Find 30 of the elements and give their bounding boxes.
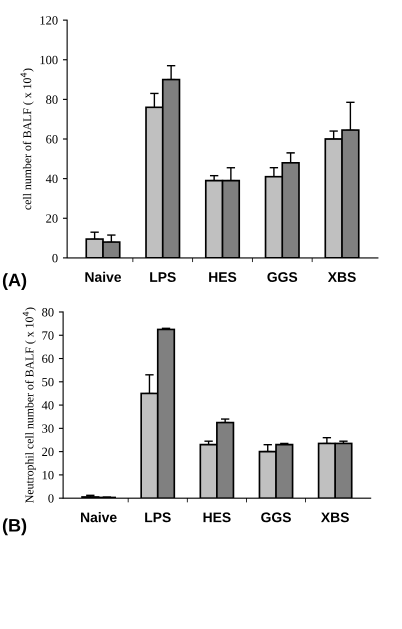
y-tick-label: 0	[48, 494, 54, 503]
x-tick-label: HES	[209, 272, 236, 282]
y-tick-label: 80	[46, 95, 58, 104]
y-tick-label: 120	[40, 16, 58, 25]
y-tick-label: 80	[42, 308, 54, 316]
y-tick-label: 40	[46, 174, 58, 184]
y-axis-title: cell number of BALF ( x 10$^{4}$)	[20, 68, 34, 210]
y-tick-label: 20	[46, 214, 58, 223]
y-axis-title: Neutrophil cell number of BALF ( x 10$^{4}$)	[22, 308, 36, 503]
x-tick-label: XBS	[328, 272, 356, 282]
text: (A)	[2, 273, 26, 290]
y-tick-label: 60	[46, 135, 58, 144]
x-tick-label: Naive	[85, 272, 122, 282]
x-tick-label: GGS	[261, 512, 291, 522]
y-tick-label: 60	[42, 354, 54, 363]
y-tick-label: 40	[42, 401, 54, 410]
y-tick-label: 20	[42, 448, 54, 456]
x-tick-label: HES	[204, 512, 231, 522]
y-tick-label: 100	[40, 56, 58, 64]
y-tick-label: 0	[52, 254, 58, 262]
x-tick-label: LPS	[150, 272, 176, 282]
y-tick-label: 10	[42, 470, 54, 480]
x-tick-label: Naive	[80, 512, 117, 522]
x-tick-label: GGS	[267, 272, 298, 282]
y-tick-label: 50	[42, 378, 54, 386]
y-tick-label: 30	[42, 424, 54, 433]
x-tick-label: XBS	[321, 512, 349, 522]
y-tick-label: 70	[42, 331, 54, 340]
text: (B)	[2, 518, 26, 536]
x-tick-label: LPS	[145, 512, 171, 522]
